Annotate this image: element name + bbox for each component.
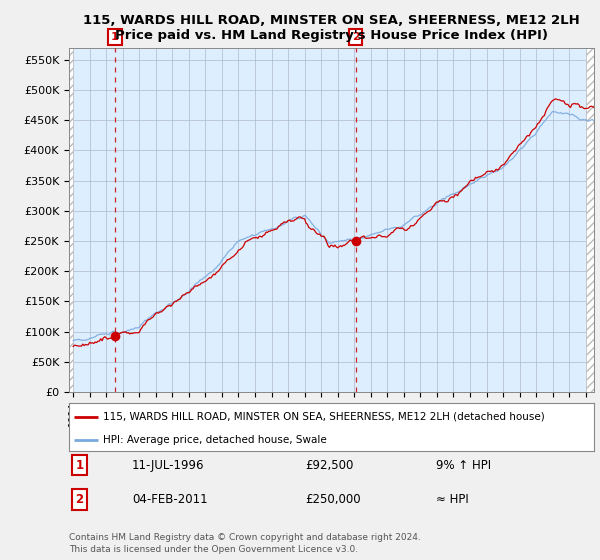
Text: 04-FEB-2011: 04-FEB-2011 (132, 493, 208, 506)
Text: 2: 2 (352, 32, 359, 42)
Text: ≈ HPI: ≈ HPI (437, 493, 469, 506)
Text: Contains HM Land Registry data © Crown copyright and database right 2024.
This d: Contains HM Land Registry data © Crown c… (69, 533, 421, 554)
Text: HPI: Average price, detached house, Swale: HPI: Average price, detached house, Swal… (103, 435, 327, 445)
Bar (69, 48, 73, 392)
Text: £92,500: £92,500 (305, 459, 353, 472)
Text: 2: 2 (76, 493, 83, 506)
Text: 9% ↑ HPI: 9% ↑ HPI (437, 459, 491, 472)
Text: 11-JUL-1996: 11-JUL-1996 (132, 459, 205, 472)
Text: 115, WARDS HILL ROAD, MINSTER ON SEA, SHEERNESS, ME12 2LH (detached house): 115, WARDS HILL ROAD, MINSTER ON SEA, SH… (103, 412, 545, 422)
Title: 115, WARDS HILL ROAD, MINSTER ON SEA, SHEERNESS, ME12 2LH
Price paid vs. HM Land: 115, WARDS HILL ROAD, MINSTER ON SEA, SH… (83, 14, 580, 42)
Bar (586, 48, 594, 392)
Text: £250,000: £250,000 (305, 493, 361, 506)
Text: 1: 1 (76, 459, 83, 472)
Text: 1: 1 (111, 32, 119, 42)
